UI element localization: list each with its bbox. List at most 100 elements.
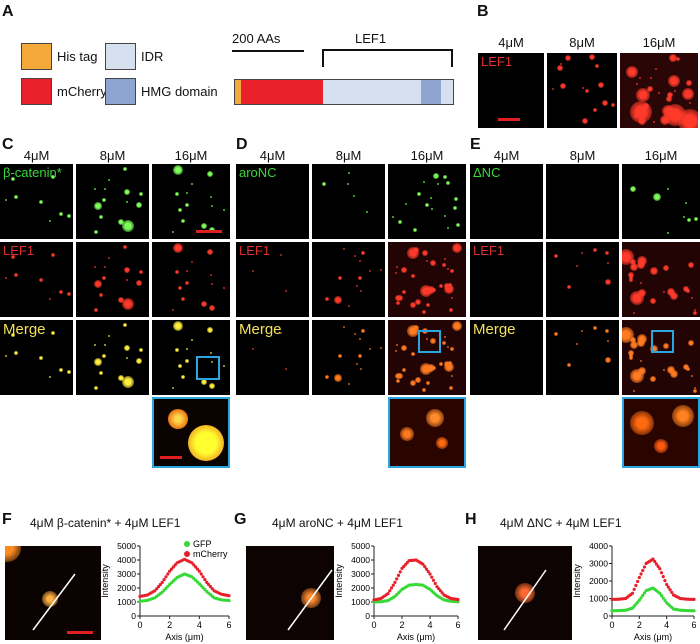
- d-green-8: [312, 164, 385, 239]
- droplet: [447, 345, 450, 348]
- droplet: [50, 331, 55, 336]
- droplet: [50, 253, 55, 258]
- data-point: [194, 565, 198, 569]
- droplet: [685, 202, 688, 205]
- droplet: [361, 251, 366, 256]
- c-merge-label: Merge: [3, 321, 46, 338]
- droplet: [687, 217, 692, 222]
- d-conc-16: 16μM: [410, 148, 444, 163]
- data-point: [156, 585, 161, 589]
- droplet: [604, 328, 609, 333]
- data-point: [653, 559, 657, 564]
- droplet: [223, 286, 226, 289]
- droplet: [136, 280, 143, 287]
- droplet: [185, 202, 190, 207]
- data-point: [166, 572, 170, 576]
- y-tick-label: 1000: [117, 597, 136, 607]
- x-tick-label: 0: [371, 620, 376, 630]
- droplet: [637, 333, 648, 344]
- x-tick-label: 2: [637, 620, 642, 630]
- droplet: [368, 348, 371, 351]
- panel-letter-c: C: [2, 136, 14, 153]
- droplet: [430, 207, 433, 210]
- data-point: [658, 567, 662, 571]
- droplet: [121, 219, 134, 232]
- droplet: [102, 276, 107, 281]
- droplet: [280, 332, 283, 335]
- droplet: [117, 296, 124, 303]
- data-point: [153, 589, 157, 593]
- panel-letter-b: B: [477, 3, 489, 20]
- droplet: [343, 247, 346, 250]
- droplet: [191, 338, 194, 341]
- droplet: [210, 283, 213, 286]
- droplet: [410, 274, 415, 279]
- data-point: [663, 598, 667, 603]
- droplet: [447, 267, 450, 270]
- x-axis-label: Axis (μm): [397, 632, 435, 642]
- droplet: [692, 310, 697, 315]
- droplet: [48, 375, 51, 378]
- data-point: [659, 594, 664, 598]
- droplet: [629, 186, 636, 193]
- data-point: [661, 575, 665, 579]
- droplet: [629, 262, 638, 271]
- droplet: [443, 214, 446, 217]
- droplet: [103, 266, 106, 268]
- droplet: [419, 285, 432, 298]
- droplet: [606, 261, 609, 264]
- data-point: [386, 592, 390, 596]
- droplet: [425, 303, 430, 308]
- droplet: [580, 251, 583, 254]
- data-point: [661, 596, 665, 600]
- droplet: [185, 358, 190, 363]
- y-tick-label: 0: [603, 611, 608, 621]
- droplet: [206, 248, 213, 255]
- droplet: [425, 203, 430, 208]
- droplet: [191, 182, 194, 185]
- x-tick-label: 4: [197, 620, 202, 630]
- droplet: [592, 107, 597, 112]
- droplet: [421, 310, 426, 315]
- droplet: [604, 278, 611, 285]
- droplet: [98, 214, 103, 219]
- h-line-profile: [503, 569, 547, 631]
- droplet: [359, 337, 362, 340]
- g-line-profile: [287, 569, 333, 631]
- x-tick-label: 6: [226, 620, 231, 630]
- data-point: [388, 589, 392, 593]
- panel-letter-h: H: [465, 511, 477, 528]
- droplet: [186, 270, 189, 273]
- droplet: [108, 334, 111, 337]
- droplet: [410, 352, 415, 357]
- droplet: [175, 347, 180, 352]
- droplet: [629, 355, 634, 360]
- droplet: [575, 343, 578, 346]
- data-point: [169, 567, 174, 571]
- chart-h: 0 2 4 6 0 1000 2000 3000 4000 Axis (μm) Intensity: [572, 541, 697, 642]
- droplet: [178, 208, 183, 213]
- droplet: [421, 388, 426, 393]
- data-point: [171, 565, 175, 569]
- d-zoom-droplet-2: [426, 409, 444, 427]
- droplet: [334, 295, 343, 304]
- c-merge-16: [152, 320, 230, 395]
- g-image: [246, 546, 334, 640]
- droplet: [117, 218, 124, 225]
- droplet: [567, 284, 572, 289]
- e-zoom-droplet-2: [672, 405, 694, 427]
- data-point: [692, 597, 696, 601]
- panel-letter-g: G: [234, 511, 247, 528]
- droplet: [426, 259, 429, 262]
- data-point: [199, 572, 203, 576]
- droplet: [688, 262, 695, 269]
- data-point: [389, 586, 394, 590]
- droplet: [362, 328, 365, 331]
- droplet: [628, 349, 635, 356]
- b-conc-16: 16μM: [642, 35, 676, 50]
- droplet: [284, 368, 287, 371]
- droplet: [396, 265, 399, 268]
- droplet: [630, 336, 637, 343]
- droplet: [686, 79, 693, 86]
- x-axis-label: Axis (μm): [634, 632, 672, 642]
